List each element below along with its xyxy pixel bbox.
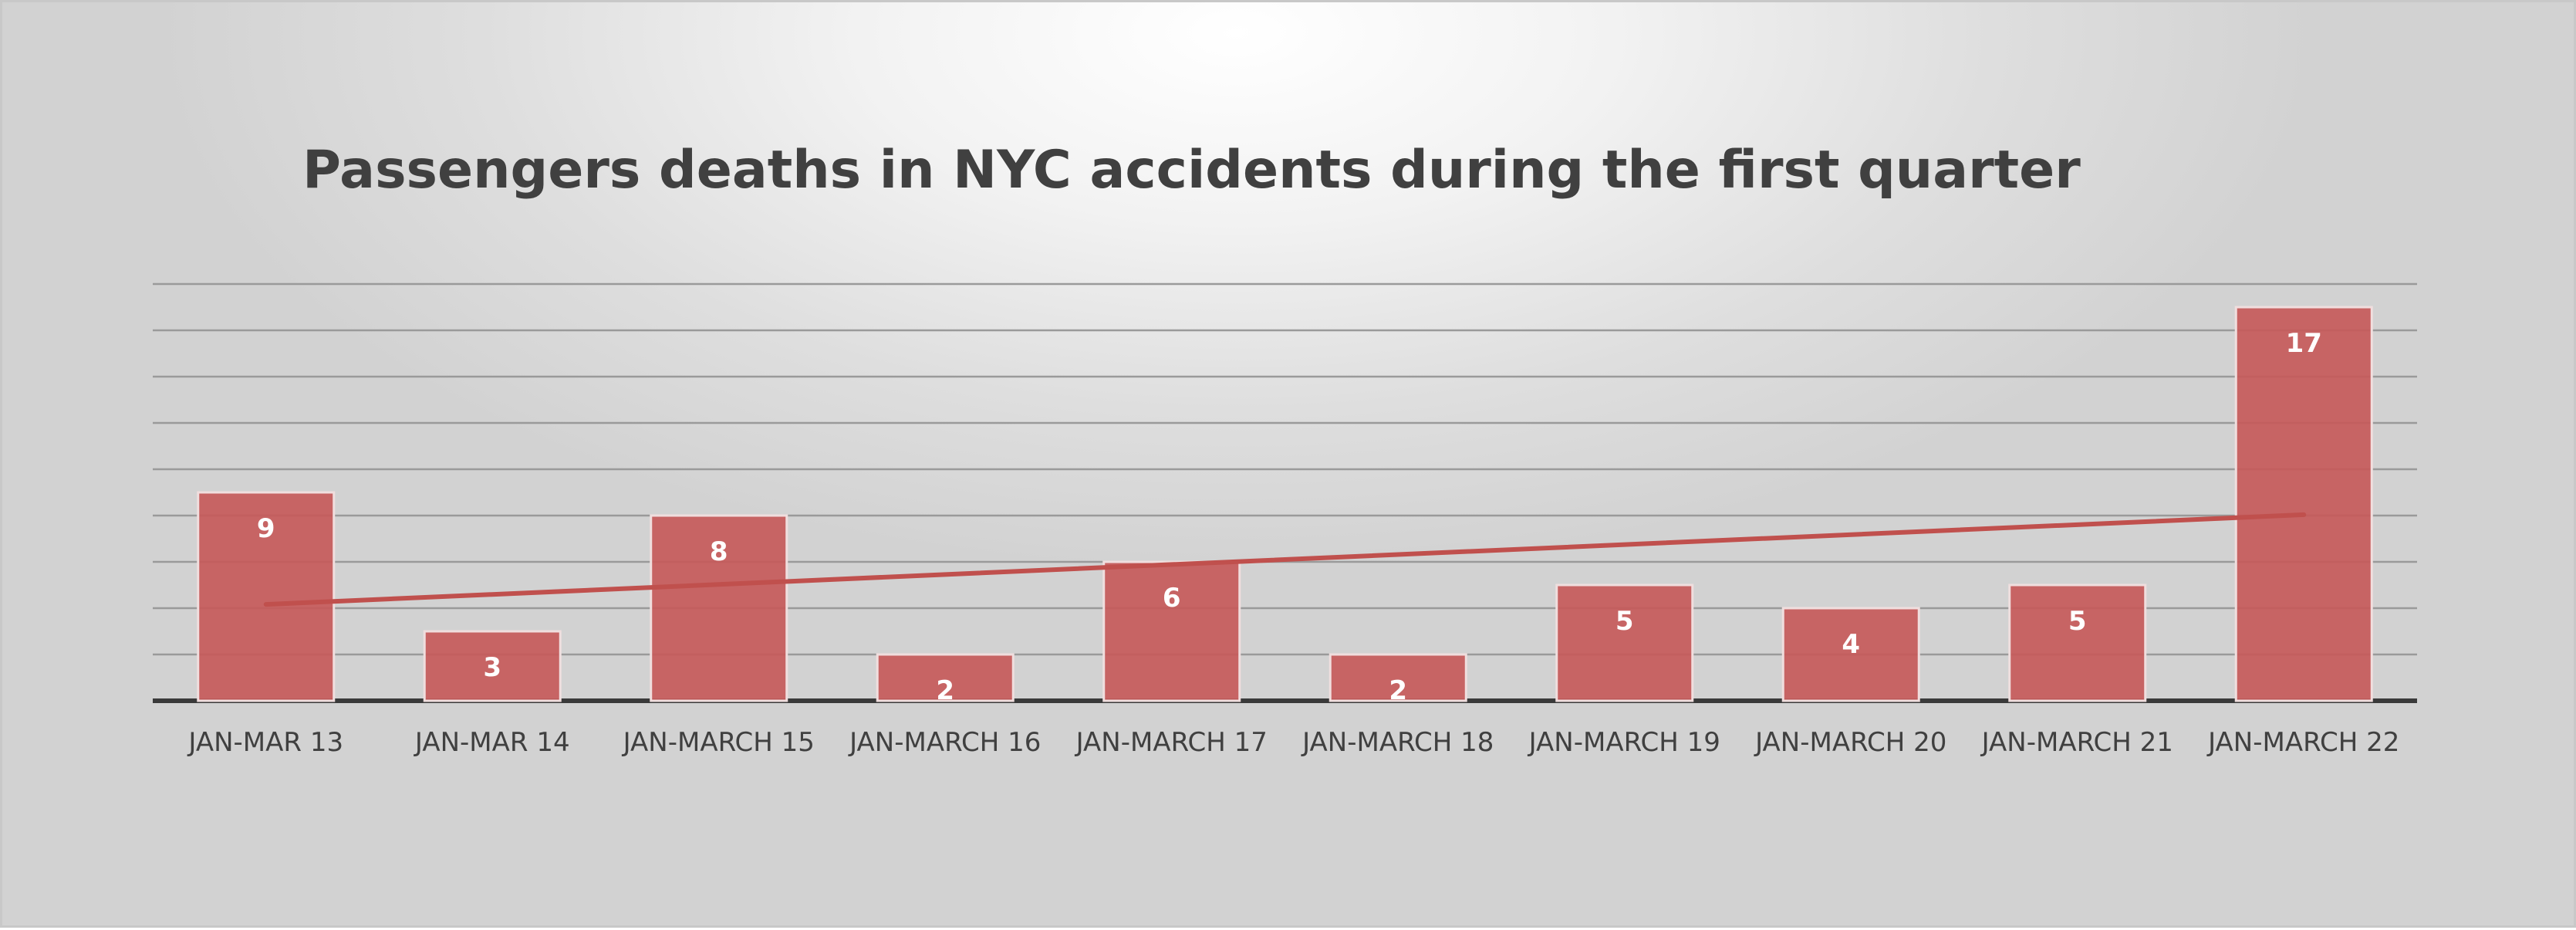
bar xyxy=(876,653,1015,702)
bar xyxy=(197,491,336,702)
bar xyxy=(1781,607,1920,702)
data-label: 9 xyxy=(257,513,275,544)
x-tick-label: JAN-MARCH 21 xyxy=(1980,727,2173,758)
x-tick-label: JAN-MARCH 20 xyxy=(1754,727,1946,758)
data-label: 5 xyxy=(2068,606,2087,637)
x-tick-label: JAN-MARCH 15 xyxy=(622,727,815,758)
data-label: 6 xyxy=(1163,583,1181,614)
data-label: 3 xyxy=(483,652,501,683)
trendline xyxy=(263,512,2307,607)
bar xyxy=(2008,583,2147,702)
bar xyxy=(1329,653,1467,702)
bar xyxy=(423,630,562,702)
data-label: 8 xyxy=(710,536,728,567)
x-tick-label: JAN-MARCH 19 xyxy=(1528,727,1720,758)
data-label: 2 xyxy=(936,675,954,706)
data-label: 2 xyxy=(1389,675,1407,706)
bar xyxy=(1555,583,1694,702)
x-tick-label: JAN-MARCH 22 xyxy=(2206,727,2399,758)
x-tick-label: JAN-MARCH 17 xyxy=(1075,727,1268,758)
x-tick-label: JAN-MARCH 16 xyxy=(848,727,1041,758)
x-tick-label: JAN-MAR 13 xyxy=(187,727,343,758)
x-tick-label: JAN-MARCH 18 xyxy=(1301,727,1494,758)
x-tick-label: JAN-MAR 14 xyxy=(414,727,570,758)
data-label: 17 xyxy=(2286,328,2322,359)
chart-title: Passengers deaths in NYC accidents durin… xyxy=(302,140,2081,201)
data-label: 5 xyxy=(1615,606,1634,637)
data-label: 4 xyxy=(1842,629,1860,660)
bar xyxy=(650,514,788,702)
bar xyxy=(2234,306,2373,702)
bar xyxy=(1102,560,1241,702)
